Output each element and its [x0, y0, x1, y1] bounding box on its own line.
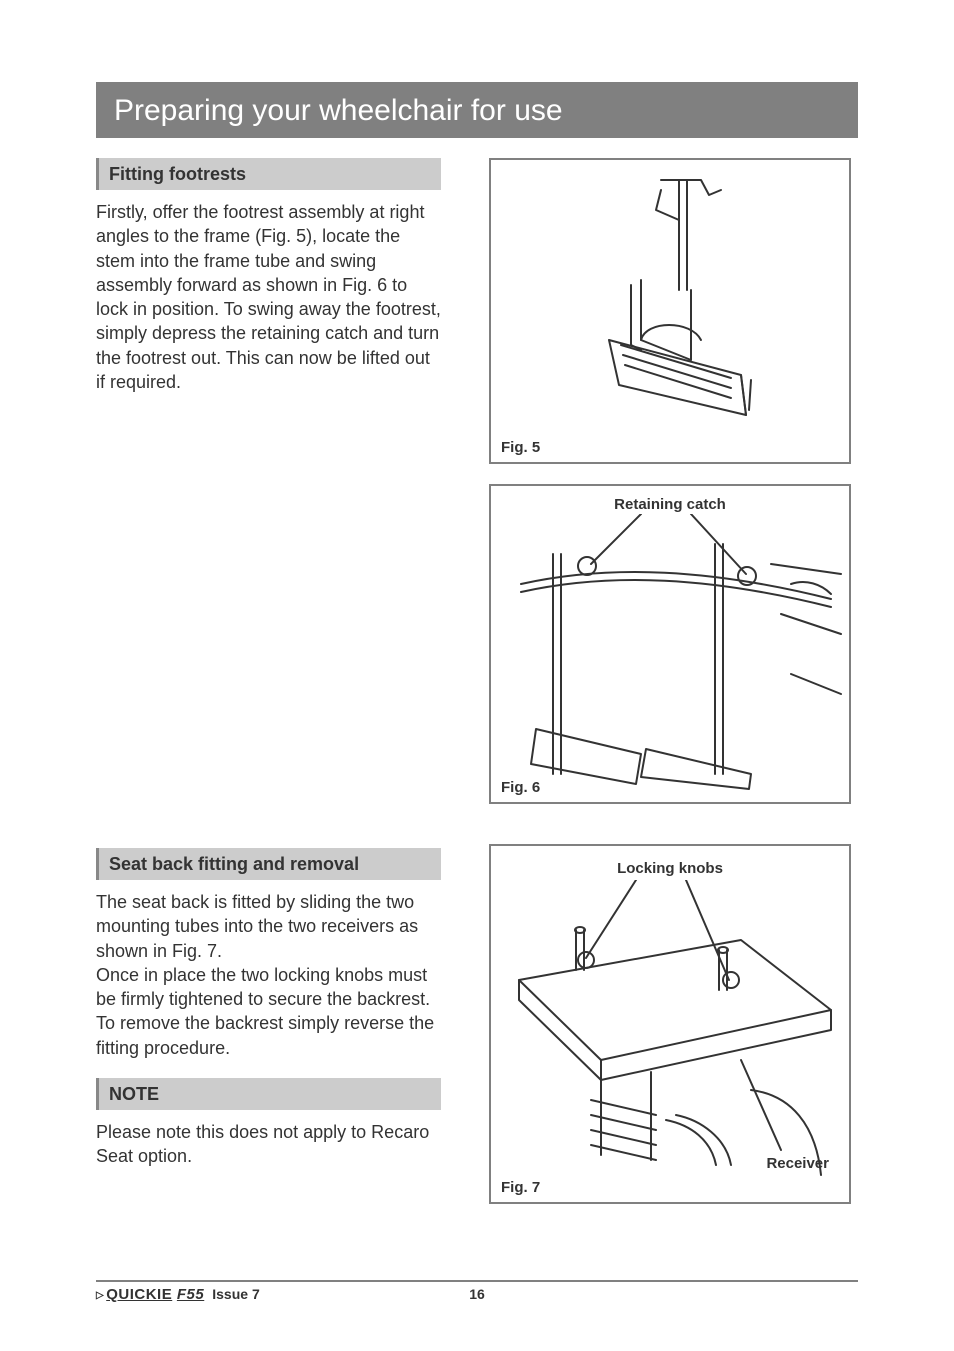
seatback-body: The seat back is fitted by sliding the t… — [96, 890, 441, 1060]
figure-7-caption: Fig. 7 — [501, 1179, 540, 1196]
fitting-header-text: Fitting footrests — [109, 164, 246, 184]
figure-7-callout-bottom: Receiver — [766, 1155, 829, 1172]
seatback-header: Seat back fitting and removal — [96, 848, 441, 880]
footer-issue: Issue 7 — [212, 1286, 259, 1302]
page-footer: ▷QUICKIE F55 Issue 7 16 — [96, 1280, 858, 1303]
fitting-left-col: Fitting footrests Firstly, offer the foo… — [96, 158, 441, 412]
figures-col-top: Fig. 5 Retaining catch — [489, 158, 858, 824]
figure-6-callout: Retaining catch — [491, 496, 849, 513]
page-title-bar: Preparing your wheelchair for use — [96, 82, 858, 138]
figures-col-bottom: Locking knobs — [489, 844, 858, 1224]
note-header-text: NOTE — [109, 1084, 159, 1104]
note-header: NOTE — [96, 1078, 441, 1110]
figure-5-illustration — [491, 160, 849, 430]
figure-7-box: Locking knobs — [489, 844, 851, 1204]
fitting-body: Firstly, offer the footrest assembly at … — [96, 200, 441, 394]
footer-page-number: 16 — [469, 1286, 485, 1302]
row-fitting: Fitting footrests Firstly, offer the foo… — [96, 158, 858, 824]
fitting-header: Fitting footrests — [96, 158, 441, 190]
figure-7-callout-top: Locking knobs — [491, 860, 849, 877]
brand-name: QUICKIE — [106, 1286, 172, 1303]
figure-6-box: Retaining catch — [489, 484, 851, 804]
page-title-text: Preparing your wheelchair for use — [114, 94, 563, 127]
figure-5-box: Fig. 5 — [489, 158, 851, 464]
figure-6-illustration — [491, 514, 849, 794]
row-seatback: Seat back fitting and removal The seat b… — [96, 844, 858, 1224]
brand-model: F55 — [177, 1286, 204, 1303]
footer-brand: ▷QUICKIE F55 — [96, 1286, 204, 1303]
figure-6-caption: Fig. 6 — [501, 779, 540, 796]
seatback-header-text: Seat back fitting and removal — [109, 854, 359, 874]
figure-7-illustration — [491, 880, 849, 1180]
seatback-left-col: Seat back fitting and removal The seat b… — [96, 844, 441, 1187]
brand-triangle-icon: ▷ — [96, 1290, 104, 1301]
note-body: Please note this does not apply to Recar… — [96, 1120, 441, 1169]
figure-5-caption: Fig. 5 — [501, 439, 540, 456]
